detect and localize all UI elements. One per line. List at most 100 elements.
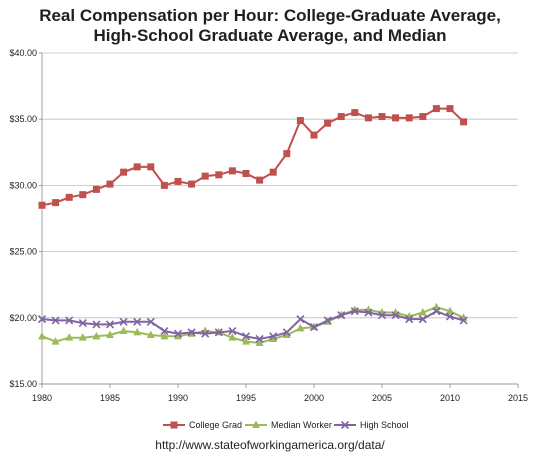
data-point	[256, 176, 264, 184]
data-point	[283, 150, 291, 158]
x-tick-label: 1985	[100, 393, 120, 403]
series-line	[41, 107, 465, 207]
data-point	[460, 118, 468, 126]
x-tick-label: 2010	[440, 393, 460, 403]
y-tick-label: $20.00	[9, 313, 37, 323]
data-point	[120, 168, 128, 176]
data-point	[255, 338, 264, 346]
y-tick-label: $25.00	[9, 247, 37, 257]
data-point	[174, 177, 182, 185]
data-point	[119, 317, 128, 326]
series-line	[41, 310, 464, 341]
data-point	[79, 191, 87, 199]
data-point	[188, 180, 196, 188]
data-point	[92, 185, 100, 193]
legend-label: High School	[360, 420, 409, 430]
data-point	[282, 330, 291, 339]
x-tick-label: 1980	[32, 393, 52, 403]
data-point	[215, 171, 223, 179]
data-point	[78, 319, 87, 328]
data-point	[418, 315, 427, 324]
data-point	[147, 163, 155, 171]
data-point	[351, 109, 359, 117]
data-point	[146, 317, 155, 326]
data-point	[119, 326, 128, 335]
x-tick-label: 2000	[304, 393, 324, 403]
data-point	[269, 334, 278, 342]
source-url: http://www.stateofworkingamerica.org/dat…	[155, 438, 385, 452]
legend-marker	[252, 420, 260, 428]
data-point	[106, 330, 114, 339]
data-point	[201, 329, 210, 338]
data-point	[228, 167, 236, 175]
data-point	[378, 113, 386, 121]
data-point	[187, 328, 196, 337]
data-point	[296, 117, 304, 125]
data-point	[282, 328, 291, 337]
y-tick-label: $35.00	[9, 114, 37, 124]
data-point	[133, 327, 142, 336]
x-tick-label: 1995	[236, 393, 256, 403]
data-point	[65, 193, 73, 201]
data-point	[133, 163, 141, 171]
data-point	[269, 168, 277, 176]
data-point	[51, 337, 60, 345]
data-point	[296, 323, 305, 332]
data-point	[160, 331, 169, 340]
data-point	[392, 114, 400, 122]
y-tick-labels: $15.00 $20.00 $25.00 $30.00 $35.00 $40.00	[9, 48, 37, 389]
data-point	[51, 316, 60, 325]
data-point	[445, 312, 455, 321]
data-point	[337, 113, 345, 121]
data-point	[65, 316, 74, 325]
y-tick-label: $30.00	[9, 180, 37, 190]
data-point	[78, 333, 87, 341]
data-point	[106, 180, 114, 188]
data-point	[323, 316, 332, 325]
data-point	[324, 119, 332, 127]
data-point	[160, 181, 168, 189]
legend-label: Median Worker	[271, 420, 332, 430]
legend-item: High School	[334, 420, 409, 430]
legend-marker	[340, 420, 350, 430]
x-tick-label: 2005	[372, 393, 392, 403]
data-point	[296, 315, 305, 324]
data-point	[350, 307, 359, 316]
data-point	[38, 201, 46, 209]
data-point	[105, 320, 115, 329]
y-tick-label: $15.00	[9, 379, 37, 389]
legend: College Grad Median Worker High School	[163, 420, 409, 430]
data-point	[242, 169, 250, 177]
series-layer	[37, 105, 468, 346]
data-point	[37, 315, 47, 324]
data-point	[173, 329, 183, 338]
data-point	[65, 333, 74, 341]
data-point	[255, 334, 264, 344]
data-point	[446, 105, 454, 113]
data-point	[214, 328, 223, 337]
series-high-school	[37, 307, 468, 344]
data-point	[405, 114, 413, 122]
legend-item: Median Worker	[245, 420, 332, 430]
chart-title-line-2: High-School Graduate Average, and Median	[94, 26, 447, 45]
data-point	[242, 337, 250, 345]
data-point	[405, 315, 414, 324]
data-point	[92, 331, 101, 340]
data-point	[228, 333, 237, 341]
data-point	[52, 199, 60, 207]
data-point	[228, 326, 237, 336]
data-point	[92, 320, 101, 329]
data-point	[146, 330, 155, 339]
chart-title-line-1: Real Compensation per Hour: College-Grad…	[39, 6, 501, 25]
data-point	[160, 326, 169, 336]
legend-marker	[170, 421, 178, 429]
data-point	[459, 316, 468, 325]
data-point	[337, 311, 346, 320]
data-point	[446, 306, 454, 315]
data-point	[38, 331, 46, 340]
data-point	[364, 114, 372, 122]
data-point	[269, 332, 278, 341]
series-college-grad	[38, 105, 468, 209]
data-point	[418, 308, 427, 316]
